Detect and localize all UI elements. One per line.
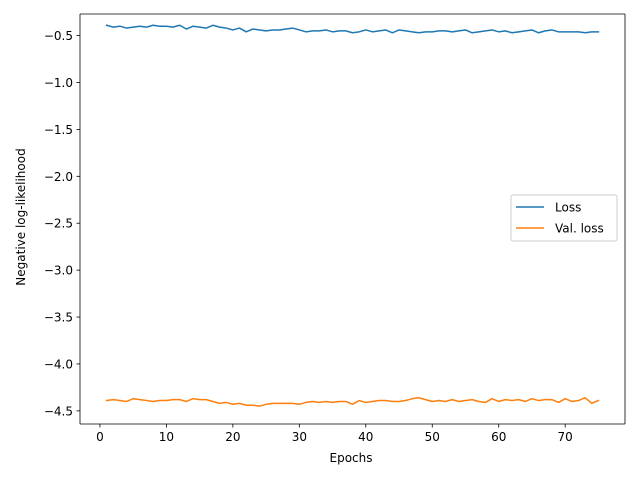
y-tick-label: −3.0 xyxy=(44,264,73,278)
x-tick-label: 0 xyxy=(96,430,104,444)
y-axis-ticks: −4.5 −4.0 −3.5 −3.0 −2.5 −2.0 −1.5 −1.0 −0.5 xyxy=(44,29,80,418)
y-tick-label: −2.5 xyxy=(44,217,73,231)
y-tick-label: −2.0 xyxy=(44,170,73,184)
y-axis-label: Negative log-likelihood xyxy=(14,148,28,285)
x-tick-label: 10 xyxy=(159,430,174,444)
series-line-2 xyxy=(105,396,600,407)
x-tick-label: 50 xyxy=(425,430,440,444)
x-tick-label: 20 xyxy=(225,430,240,444)
x-tick-label: 70 xyxy=(558,430,573,444)
x-axis-ticks: 0 10 20 30 40 50 60 70 xyxy=(96,424,573,444)
legend-label-2: Val. loss xyxy=(555,222,604,236)
y-tick-label: −3.5 xyxy=(44,311,73,325)
x-tick-label: 40 xyxy=(358,430,373,444)
y-tick-label: −1.0 xyxy=(44,76,73,90)
x-tick-label: 60 xyxy=(491,430,506,444)
legend-label-1: Loss xyxy=(555,201,581,215)
legend: Loss Val. loss xyxy=(510,194,618,242)
y-tick-label: −0.5 xyxy=(44,29,73,43)
y-tick-label: −1.5 xyxy=(44,123,73,137)
y-tick-label: −4.0 xyxy=(44,357,73,371)
x-tick-label: 30 xyxy=(292,430,307,444)
y-tick-label: −4.5 xyxy=(44,404,73,418)
x-axis-label: Epochs xyxy=(330,451,373,465)
series-line-1 xyxy=(105,24,600,34)
